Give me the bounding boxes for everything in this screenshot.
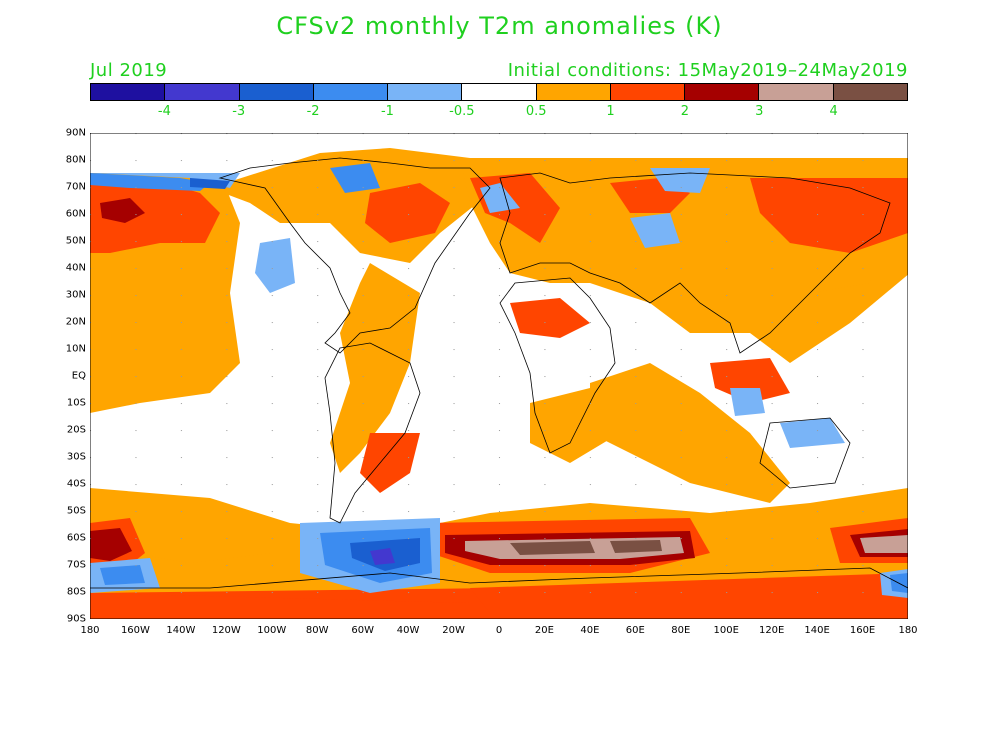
longitude-label: 80W (305, 625, 329, 636)
colorbar-tick-label: -4 (157, 104, 171, 119)
colorbar-swatch (239, 84, 314, 100)
latitude-label: 40S (66, 478, 86, 490)
colorbar-swatch (536, 84, 611, 100)
colorbar-swatch (462, 84, 537, 100)
colorbar (90, 83, 908, 101)
longitude-label: 20E (534, 625, 554, 636)
longitude-label: 140W (166, 625, 196, 636)
month-label: Jul 2019 (90, 60, 168, 81)
latitude-label: 80S (66, 586, 86, 598)
longitude-label: 20W (442, 625, 465, 636)
colorbar-tick-label: 1 (606, 104, 615, 119)
initial-conditions-label: Initial conditions: 15May2019–24May2019 (507, 60, 908, 81)
latitude-label: EQ (71, 370, 86, 382)
latitude-label: 70S (66, 559, 86, 571)
colorbar-tick-label: -3 (232, 104, 246, 119)
latitude-label: 60S (66, 532, 86, 544)
map-title: CFSv2 monthly T2m anomalies (K) (276, 12, 723, 40)
latitude-label: 90S (66, 613, 86, 625)
colorbar-swatch (610, 84, 686, 100)
longitude-label: 40W (396, 625, 420, 636)
longitude-label: 160E (849, 625, 876, 636)
latitude-label: 40N (65, 262, 86, 274)
latitude-label: 10N (65, 343, 86, 355)
longitude-label: 120W (211, 625, 241, 636)
latitude-label: 50S (66, 505, 86, 517)
colorbar-swatch (388, 84, 463, 100)
longitude-label: 100E (713, 625, 739, 636)
longitude-label: 40E (580, 625, 600, 636)
latitude-label: 90N (65, 127, 86, 139)
latitude-label: 20S (66, 424, 86, 436)
longitude-label: 60E (625, 625, 645, 636)
latitude-label: 30N (65, 289, 86, 301)
longitude-label: 180 (898, 625, 918, 636)
colorbar-swatch (313, 84, 389, 100)
longitude-label: 80E (671, 625, 691, 636)
latitude-label: 70N (65, 181, 86, 193)
colorbar-tick-label: 4 (829, 104, 838, 119)
colorbar-tick-label: 2 (680, 104, 690, 119)
colorbar-tick-label: -2 (306, 104, 320, 119)
anomaly-map (90, 133, 908, 619)
colorbar-swatch (91, 84, 166, 100)
latitude-label: 10S (66, 397, 86, 409)
colorbar-swatch (685, 84, 760, 100)
colorbar-tick-label: 0.5 (525, 104, 547, 119)
latitude-label: 50N (65, 235, 86, 247)
latitude-label: 30S (66, 451, 86, 463)
longitude-label: 160W (120, 625, 150, 636)
colorbar-swatch (165, 84, 240, 100)
latitude-label: 60N (65, 208, 86, 220)
colorbar-tick-label: 3 (755, 104, 764, 119)
grid-dots (90, 133, 908, 619)
longitude-label: 100W (257, 625, 287, 636)
longitude-label: 60W (351, 625, 374, 636)
colorbar-swatch (833, 84, 907, 100)
colorbar-swatch (759, 84, 834, 100)
longitude-label: 140E (804, 625, 830, 636)
latitude-label: 80N (65, 154, 86, 166)
colorbar-tick-label: -0.5 (449, 104, 475, 119)
longitude-label: 180 (80, 625, 100, 636)
longitude-label: 120E (758, 625, 785, 636)
colorbar-tick-label: -1 (380, 104, 394, 119)
latitude-label: 20N (65, 316, 86, 328)
longitude-label: 0 (495, 625, 503, 636)
